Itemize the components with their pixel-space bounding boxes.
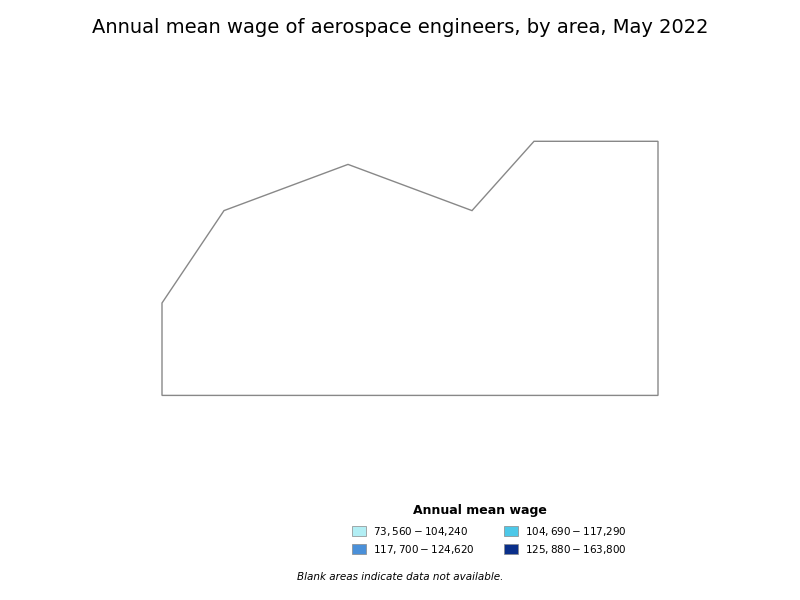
Text: $117,700 - $124,620: $117,700 - $124,620 [373,542,474,556]
Text: $104,690 - $117,290: $104,690 - $117,290 [525,524,626,538]
Text: Annual mean wage of aerospace engineers, by area, May 2022: Annual mean wage of aerospace engineers,… [92,18,708,37]
Polygon shape [162,141,658,395]
Text: Blank areas indicate data not available.: Blank areas indicate data not available. [297,572,503,582]
Text: $73,560 - $104,240: $73,560 - $104,240 [373,524,468,538]
Text: $125,880 - $163,800: $125,880 - $163,800 [525,542,626,556]
Text: Annual mean wage: Annual mean wage [413,504,547,517]
